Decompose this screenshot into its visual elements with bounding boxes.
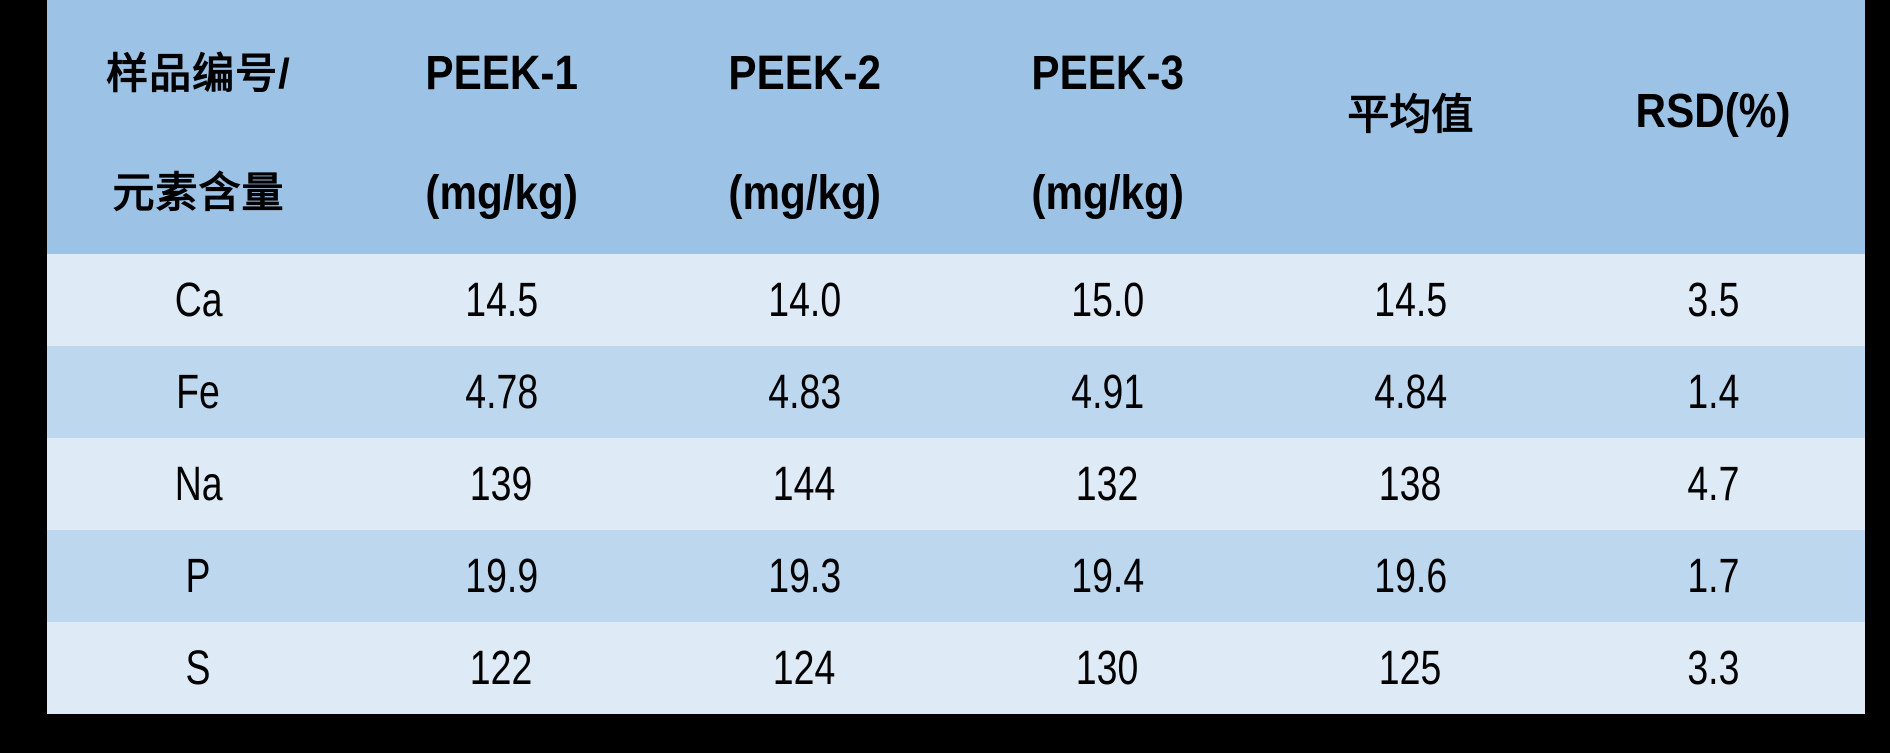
header-cell-peek1: PEEK-1 (mg/kg) [349,0,653,254]
value-cell: 14.5 [1258,254,1562,346]
header-row-label-line2: 元素含量 [112,169,285,216]
header-peek3-unit: (mg/kg) [1031,167,1184,220]
value-cell: 4.84 [1258,346,1562,438]
value-cell: 15.0 [955,254,1259,346]
header-cell-rsd: RSD(%) [1561,0,1865,254]
header-mean-label: 平均值 [1347,90,1474,138]
header-cell-peek3: PEEK-3 (mg/kg) [955,0,1259,254]
value-cell: 144 [652,438,956,530]
header-peek2-unit: (mg/kg) [728,167,881,220]
header-peek1-name: PEEK-1 [425,47,578,100]
header-peek3-name: PEEK-3 [1031,47,1184,100]
value-cell: 138 [1258,438,1562,530]
value-cell: 19.9 [349,530,653,622]
value-cell: 4.91 [955,346,1259,438]
table-figure: 样品编号/ 元素含量 PEEK-1 (mg/kg) PEEK-2 (mg/kg) [47,0,1865,714]
table-row-s: S 122 124 130 125 3.3 [47,622,1865,714]
element-cell: Na [47,438,350,530]
value-cell: 19.6 [1258,530,1562,622]
header-peek2-name: PEEK-2 [728,47,881,100]
element-cell: P [47,530,350,622]
value-cell: 19.4 [955,530,1259,622]
element-cell: S [47,622,350,714]
element-cell: Ca [47,254,350,346]
header-cell-mean: 平均值 [1258,0,1562,254]
value-cell: 130 [955,622,1259,714]
header-peek1-unit: (mg/kg) [425,167,578,220]
table-row-ca: Ca 14.5 14.0 15.0 14.5 3.5 [47,254,1865,346]
value-cell: 4.78 [349,346,653,438]
value-cell: 1.4 [1561,346,1865,438]
header-cell-peek2: PEEK-2 (mg/kg) [652,0,956,254]
value-cell: 14.5 [349,254,653,346]
value-cell: 125 [1258,622,1562,714]
table-row-fe: Fe 4.78 4.83 4.91 4.84 1.4 [47,346,1865,438]
value-cell: 4.83 [652,346,956,438]
value-cell: 14.0 [652,254,956,346]
value-cell: 139 [349,438,653,530]
header-row-label-line1: 样品编号/ [106,50,291,97]
value-cell: 132 [955,438,1259,530]
value-cell: 19.3 [652,530,956,622]
value-cell: 122 [349,622,653,714]
header-cell-row-label: 样品编号/ 元素含量 [47,0,350,254]
table-row-na: Na 139 144 132 138 4.7 [47,438,1865,530]
header-rsd-label: RSD(%) [1636,84,1791,138]
value-cell: 3.5 [1561,254,1865,346]
element-content-table: 样品编号/ 元素含量 PEEK-1 (mg/kg) PEEK-2 (mg/kg) [47,0,1865,714]
element-cell: Fe [47,346,350,438]
value-cell: 4.7 [1561,438,1865,530]
value-cell: 3.3 [1561,622,1865,714]
table-row-p: P 19.9 19.3 19.4 19.6 1.7 [47,530,1865,622]
value-cell: 1.7 [1561,530,1865,622]
value-cell: 124 [652,622,956,714]
table-header-row: 样品编号/ 元素含量 PEEK-1 (mg/kg) PEEK-2 (mg/kg) [47,0,1865,254]
